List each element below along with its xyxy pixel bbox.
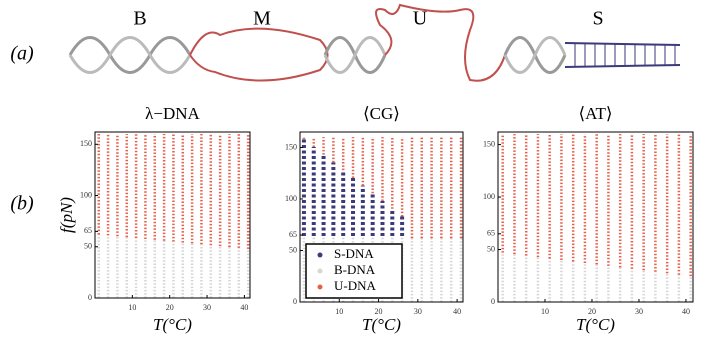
y-tick-label: 50 (487, 244, 495, 253)
x-tick-label: 20 (166, 303, 174, 312)
x-tick-label: 30 (635, 307, 643, 316)
y-tick-label: 150 (80, 139, 92, 148)
x-axis-label: T(°C) (576, 315, 615, 334)
chart-title: ⟨CG⟩ (363, 104, 400, 123)
y-tick-label: 0 (491, 297, 495, 306)
y-tick-label: 65 (289, 230, 297, 239)
y-tick-label: 150 (483, 139, 495, 148)
y-tick-label: 65 (84, 226, 92, 235)
y-tick-label: 150 (285, 142, 297, 151)
x-tick-label: 20 (375, 307, 383, 316)
panel-label: (b) (10, 193, 34, 215)
panel-label: (a) (10, 43, 34, 65)
x-tick-label: 40 (240, 303, 248, 312)
x-tick-label: 30 (414, 307, 422, 316)
y-axis-label: f(pN) (57, 197, 76, 233)
y-tick-label: 50 (289, 245, 297, 254)
plot-frame (497, 131, 694, 303)
diagram-label: M (253, 8, 271, 30)
y-tick-label: 65 (487, 229, 495, 238)
x-tick-label: 10 (128, 303, 136, 312)
legend-label: B-DNA (334, 262, 376, 277)
chart-title: λ−DNA (145, 104, 200, 123)
plot-frame (94, 131, 251, 299)
legend-swatch (317, 284, 323, 290)
x-tick-label: 10 (335, 307, 343, 316)
x-tick-label: 10 (541, 307, 549, 316)
legend-swatch (317, 252, 323, 258)
legend-swatch (317, 268, 323, 274)
y-tick-label: 100 (285, 194, 297, 203)
x-axis-label: T(°C) (153, 315, 192, 334)
y-tick-label: 100 (483, 192, 495, 201)
y-tick-label: 50 (84, 242, 92, 251)
y-tick-label: 100 (80, 190, 92, 199)
legend-label: U-DNA (334, 278, 376, 293)
diagram-label: B (133, 8, 146, 30)
chart-title: ⟨AT⟩ (578, 104, 612, 123)
x-tick-label: 20 (588, 307, 596, 316)
diagram-label: S (592, 8, 603, 30)
y-tick-label: 0 (293, 297, 297, 306)
x-tick-label: 30 (203, 303, 211, 312)
x-tick-label: 40 (682, 307, 690, 316)
x-axis-label: T(°C) (362, 315, 401, 334)
dna-diagram (68, 3, 681, 82)
diagram-label: U (413, 8, 428, 30)
plot-frame (299, 131, 464, 303)
legend-label: S-DNA (334, 246, 374, 261)
y-tick-label: 0 (88, 293, 92, 302)
x-tick-label: 40 (453, 307, 461, 316)
